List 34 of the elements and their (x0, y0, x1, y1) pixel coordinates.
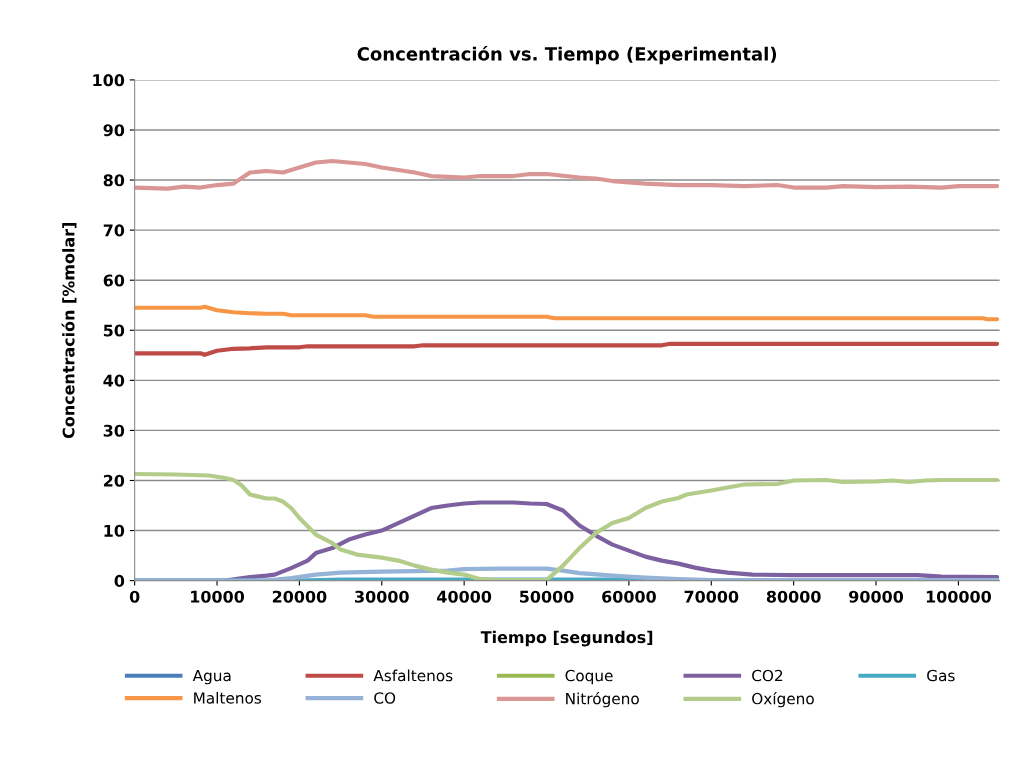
legend-label: Maltenos (194, 691, 262, 704)
y-tick-label: 0 (114, 574, 125, 587)
legend-label: CO (374, 692, 396, 704)
y-tick-label: 80 (103, 174, 125, 187)
x-tick-label: 80000 (766, 590, 821, 603)
y-tick-label: 30 (103, 424, 125, 437)
legend-label: Nitrógeno (566, 691, 639, 708)
legend-label: Oxígeno (752, 691, 814, 708)
legend-label: CO2 (752, 669, 783, 682)
x-tick-label: 10000 (191, 590, 245, 603)
x-tick-label: 30000 (355, 590, 409, 603)
x-tick-label: 20000 (272, 590, 327, 603)
x-tick-label: 100000 (926, 590, 991, 603)
y-tick-label: 100 (93, 74, 125, 87)
y-tick-label: 90 (103, 124, 125, 137)
x-tick-label: 90000 (849, 590, 904, 603)
y-tick-label: 70 (103, 224, 125, 237)
y-axis-title: Concentración [%molar] (61, 223, 77, 439)
legend-label: Coque (565, 669, 613, 685)
x-tick-label: 0 (129, 590, 140, 603)
x-axis-title: Tiempo [segundos] (480, 630, 653, 647)
x-tick-label: 70000 (684, 590, 739, 603)
x-tick-label: 40000 (437, 590, 492, 603)
y-tick-label: 60 (103, 274, 125, 287)
y-tick-label: 50 (103, 324, 125, 337)
y-tick-label: 10 (104, 524, 125, 537)
x-tick-label: 60000 (602, 590, 656, 603)
legend-label: Agua (192, 669, 231, 685)
x-tick-label: 50000 (519, 590, 574, 603)
y-tick-label: 20 (103, 474, 125, 487)
legend-label: Asfaltenos (373, 669, 453, 682)
legend-label: Gas (927, 669, 955, 682)
chart-title: Concentración vs. Tiempo (Experimental) (357, 46, 777, 65)
y-tick-label: 40 (103, 374, 125, 387)
